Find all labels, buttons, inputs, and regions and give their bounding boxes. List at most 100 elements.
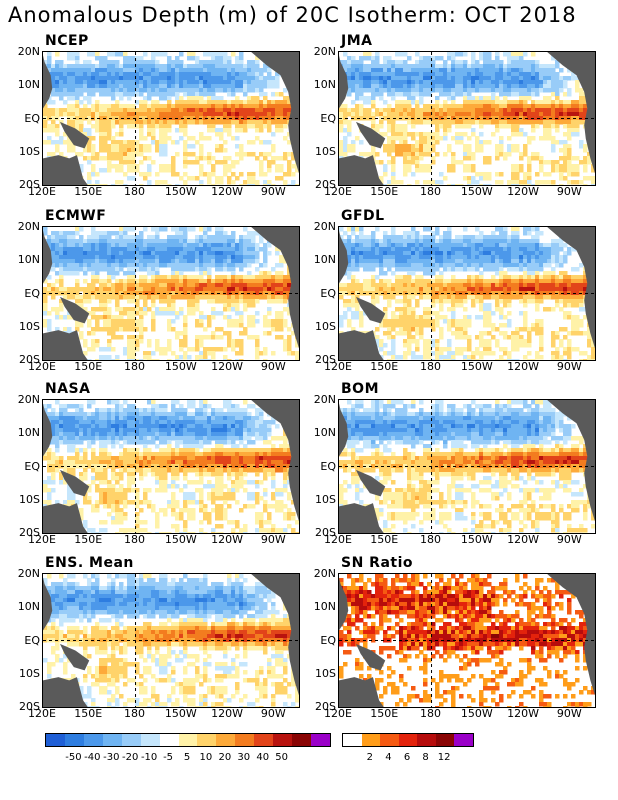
colorbar-label: 50: [275, 752, 289, 763]
lon-tick-label: 90W: [556, 185, 582, 198]
map-panel-jma: [338, 51, 596, 186]
lon-tick-label: 90W: [260, 185, 286, 198]
sn-ratio-colorbar: [342, 733, 474, 747]
lat-tick-label: 20N: [17, 220, 40, 233]
lat-tick-label: 20S: [19, 178, 40, 191]
lat-tick-label: 20N: [17, 567, 40, 580]
land-mass: [547, 52, 595, 185]
map-panel-ecmwf: [42, 226, 300, 361]
colorbar-swatch: [361, 734, 381, 746]
map-panel-gfdl: [338, 226, 596, 361]
colorbar-swatch: [121, 734, 142, 746]
colorbar-swatch: [254, 734, 274, 746]
panel-title: NASA: [45, 381, 91, 397]
lon-tick-label: 150E: [74, 707, 103, 720]
lon-tick-label: 120W: [211, 533, 243, 546]
lat-tick-label: 10S: [19, 319, 40, 333]
map-panel-ens: [42, 573, 300, 708]
lon-tick-label: 120E: [324, 360, 352, 373]
lon-tick-label: 120W: [211, 185, 243, 198]
lat-tick-label: 20N: [313, 567, 336, 580]
lat-tick-label: 10S: [19, 144, 40, 158]
panel-title: ENS. Mean: [45, 555, 134, 571]
colorbar-label: 12: [437, 752, 451, 763]
lat-tick-label: 20S: [19, 526, 40, 539]
colorbar-swatch: [178, 734, 198, 746]
lon-tick-label: 180: [124, 360, 146, 373]
colorbar-label: -10: [140, 752, 158, 763]
colorbar-swatch: [343, 734, 363, 746]
lon-tick-label: 90W: [556, 533, 582, 546]
lon-tick-label: 120W: [507, 707, 539, 720]
lat-tick-label: EQ: [320, 633, 336, 647]
lon-tick-label: 90W: [260, 707, 286, 720]
lon-tick-label: 180: [420, 360, 442, 373]
lat-tick-label: 20N: [17, 45, 40, 58]
colorbar-swatch: [102, 734, 123, 746]
panel-title: GFDL: [341, 208, 385, 224]
lon-tick-label: 150E: [370, 360, 399, 373]
colorbar-label: 10: [199, 752, 213, 763]
lon-tick-label: 120E: [28, 533, 56, 546]
colorbar-label: -40: [84, 752, 101, 763]
lon-tick-label: 180: [420, 533, 442, 546]
lat-tick-label: 20S: [315, 178, 336, 191]
lon-tick-label: 120W: [507, 533, 539, 546]
colorbar-label: -5: [163, 752, 174, 763]
colorbar-label: -20: [122, 752, 139, 763]
colorbar-swatch: [216, 734, 236, 746]
colorbar-label: 30: [237, 752, 251, 763]
land-mass: [547, 574, 595, 707]
lat-tick-label: 20N: [313, 220, 336, 233]
colorbar-swatch: [273, 734, 293, 746]
lon-tick-label: 180: [124, 533, 146, 546]
lat-tick-label: EQ: [320, 286, 336, 300]
lon-tick-label: 90W: [260, 533, 286, 546]
land-mass: [43, 403, 53, 457]
map-panel-sn: [338, 573, 596, 708]
lon-tick-label: 120E: [28, 360, 56, 373]
lat-tick-label: EQ: [24, 111, 40, 125]
lat-tick-label: 20S: [19, 700, 40, 713]
lat-tick-label: 10N: [313, 600, 336, 614]
lon-tick-label: 150E: [370, 185, 399, 198]
lon-tick-label: 180: [420, 707, 442, 720]
lat-tick-label: 10N: [313, 426, 336, 440]
lon-tick-label: 150E: [370, 707, 399, 720]
lon-tick-label: 150W: [164, 707, 197, 720]
land-mass: [339, 155, 384, 185]
land-mass: [43, 330, 88, 360]
lat-tick-label: EQ: [320, 111, 336, 125]
map-panel-nasa: [42, 399, 300, 534]
colorbar-swatch: [235, 734, 255, 746]
lat-tick-label: 10N: [17, 426, 40, 440]
lon-tick-label: 90W: [556, 360, 582, 373]
map-panel-bom: [338, 399, 596, 534]
colorbar-swatch: [435, 734, 455, 746]
land-mass: [251, 52, 299, 185]
colorbar-label: -30: [103, 752, 120, 763]
panel-title: SN Ratio: [341, 555, 414, 571]
colorbar-label: 8: [422, 752, 429, 763]
lon-tick-label: 90W: [556, 707, 582, 720]
land-mass: [547, 227, 595, 360]
lat-tick-label: 20S: [315, 700, 336, 713]
colorbar-swatch: [311, 734, 331, 746]
lon-tick-label: 150E: [74, 533, 103, 546]
land-mass: [43, 230, 53, 284]
lon-tick-label: 150W: [460, 707, 493, 720]
lat-tick-label: 20N: [17, 393, 40, 406]
figure-title: Anomalous Depth (m) of 20C Isotherm: OCT…: [8, 3, 577, 27]
lon-tick-label: 120W: [211, 360, 243, 373]
land-mass: [355, 643, 386, 671]
lon-tick-label: 180: [420, 185, 442, 198]
lon-tick-label: 120E: [28, 707, 56, 720]
lon-tick-label: 150W: [164, 533, 197, 546]
land-mass: [59, 643, 90, 671]
lat-tick-label: 10N: [313, 78, 336, 92]
lon-tick-label: 120E: [324, 185, 352, 198]
lon-tick-label: 150E: [74, 360, 103, 373]
land-mass: [43, 677, 88, 707]
lat-tick-label: 10S: [315, 666, 336, 680]
land-mass: [339, 230, 349, 284]
